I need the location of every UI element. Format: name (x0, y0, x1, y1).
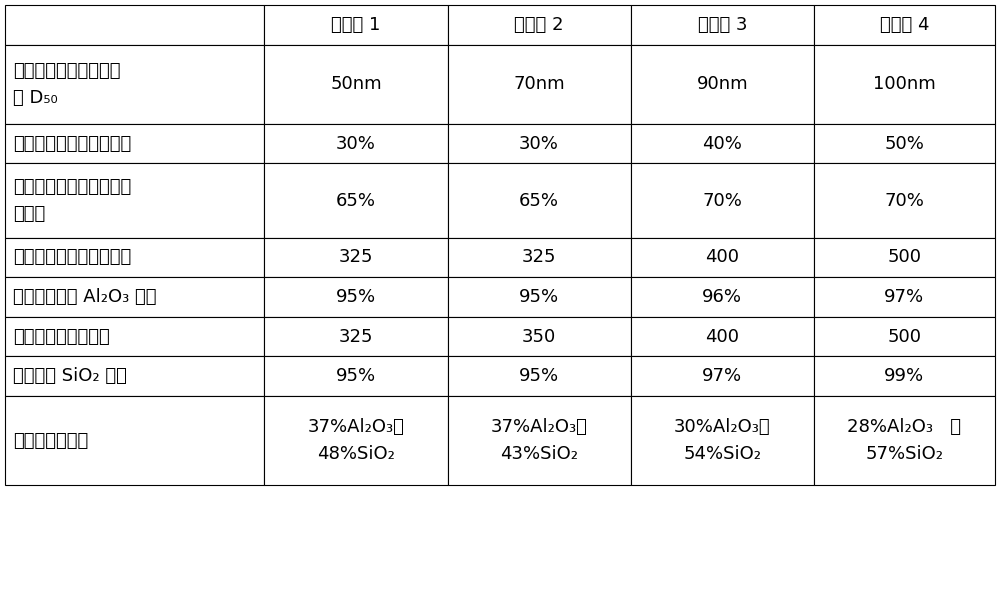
Bar (264, 5, 448, 44)
Text: 95%: 95% (519, 288, 559, 306)
Text: 70%: 70% (884, 191, 924, 209)
Text: 500: 500 (887, 328, 921, 346)
Text: 无机膊润土的规格：蒙脱: 无机膊润土的规格：蒙脱 (13, 178, 131, 196)
Text: 硫溶胶的规格（固含量）: 硫溶胶的规格（固含量） (13, 134, 131, 152)
Text: 95%: 95% (519, 367, 559, 385)
Bar (814, 5, 995, 44)
Bar (814, 238, 995, 277)
Text: 70%: 70% (702, 191, 742, 209)
Bar (448, 277, 631, 317)
Text: 48%SiO₂: 48%SiO₂ (317, 445, 395, 463)
Bar (814, 277, 995, 317)
Bar (448, 5, 631, 44)
Bar (631, 317, 814, 356)
Text: 100nm: 100nm (873, 75, 936, 93)
Bar (814, 124, 995, 163)
Bar (814, 163, 995, 238)
Text: 耐火熟料的组成: 耐火熟料的组成 (13, 431, 88, 449)
Text: 350: 350 (522, 328, 556, 346)
Bar (264, 396, 448, 485)
Text: 95%: 95% (336, 367, 376, 385)
Text: 95%: 95% (336, 288, 376, 306)
Text: 石英粉中 SiO₂ 含量: 石英粉中 SiO₂ 含量 (13, 367, 127, 385)
Bar (631, 163, 814, 238)
Text: 30%: 30% (336, 134, 376, 152)
Text: 325: 325 (522, 248, 556, 266)
Text: 99%: 99% (884, 367, 924, 385)
Bar (448, 44, 631, 124)
Text: 径 D₅₀: 径 D₅₀ (13, 89, 58, 107)
Text: 400: 400 (705, 248, 739, 266)
Bar (448, 317, 631, 356)
Text: 纳米级氧化镞的粉末粒: 纳米级氧化镞的粉末粒 (13, 62, 120, 80)
Text: 54%SiO₂: 54%SiO₂ (683, 445, 761, 463)
Text: 65%: 65% (519, 191, 559, 209)
Text: 96%: 96% (702, 288, 742, 306)
Text: 28%Al₂O₃   ，: 28%Al₂O₃ ， (847, 418, 961, 436)
Text: 50%: 50% (884, 134, 924, 152)
Bar (448, 124, 631, 163)
Bar (264, 124, 448, 163)
Text: 97%: 97% (702, 367, 742, 385)
Bar (5, 238, 264, 277)
Text: 鍛烧氧化铝的粒度（目）: 鍛烧氧化铝的粒度（目） (13, 248, 131, 266)
Bar (448, 396, 631, 485)
Text: 30%Al₂O₃，: 30%Al₂O₃， (674, 418, 771, 436)
Text: 500: 500 (887, 248, 921, 266)
Text: 70nm: 70nm (513, 75, 565, 93)
Text: 325: 325 (339, 248, 373, 266)
Text: 实施例 3: 实施例 3 (698, 16, 747, 34)
Text: 实施例 2: 实施例 2 (514, 16, 564, 34)
Bar (264, 238, 448, 277)
Bar (5, 396, 264, 485)
Bar (5, 124, 264, 163)
Bar (264, 44, 448, 124)
Text: 石含量: 石含量 (13, 205, 45, 223)
Bar (814, 44, 995, 124)
Bar (631, 124, 814, 163)
Text: 30%: 30% (519, 134, 559, 152)
Text: 97%: 97% (884, 288, 924, 306)
Text: 50nm: 50nm (330, 75, 382, 93)
Bar (631, 5, 814, 44)
Bar (631, 356, 814, 396)
Bar (5, 356, 264, 396)
Text: 400: 400 (705, 328, 739, 346)
Text: 实施例 4: 实施例 4 (880, 16, 929, 34)
Bar (264, 163, 448, 238)
Bar (814, 356, 995, 396)
Bar (5, 317, 264, 356)
Bar (5, 163, 264, 238)
Bar (448, 356, 631, 396)
Text: 43%SiO₂: 43%SiO₂ (500, 445, 578, 463)
Bar (5, 277, 264, 317)
Bar (5, 44, 264, 124)
Bar (631, 396, 814, 485)
Bar (631, 277, 814, 317)
Bar (264, 356, 448, 396)
Bar (448, 238, 631, 277)
Text: 37%Al₂O₃，: 37%Al₂O₃， (308, 418, 404, 436)
Text: 37%Al₂O₃，: 37%Al₂O₃， (491, 418, 588, 436)
Text: 325: 325 (339, 328, 373, 346)
Text: 90nm: 90nm (696, 75, 748, 93)
Bar (5, 5, 264, 44)
Bar (264, 317, 448, 356)
Text: 鍛烧氧化铝中 Al₂O₃ 含量: 鍛烧氧化铝中 Al₂O₃ 含量 (13, 288, 156, 306)
Text: 40%: 40% (702, 134, 742, 152)
Bar (631, 44, 814, 124)
Bar (631, 238, 814, 277)
Bar (448, 163, 631, 238)
Text: 57%SiO₂: 57%SiO₂ (865, 445, 943, 463)
Text: 石英粉的粒度（目）: 石英粉的粒度（目） (13, 328, 110, 346)
Text: 65%: 65% (336, 191, 376, 209)
Text: 实施例 1: 实施例 1 (331, 16, 381, 34)
Bar (814, 396, 995, 485)
Bar (264, 277, 448, 317)
Bar (814, 317, 995, 356)
